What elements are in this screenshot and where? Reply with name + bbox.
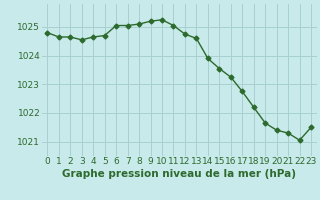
X-axis label: Graphe pression niveau de la mer (hPa): Graphe pression niveau de la mer (hPa) xyxy=(62,169,296,179)
